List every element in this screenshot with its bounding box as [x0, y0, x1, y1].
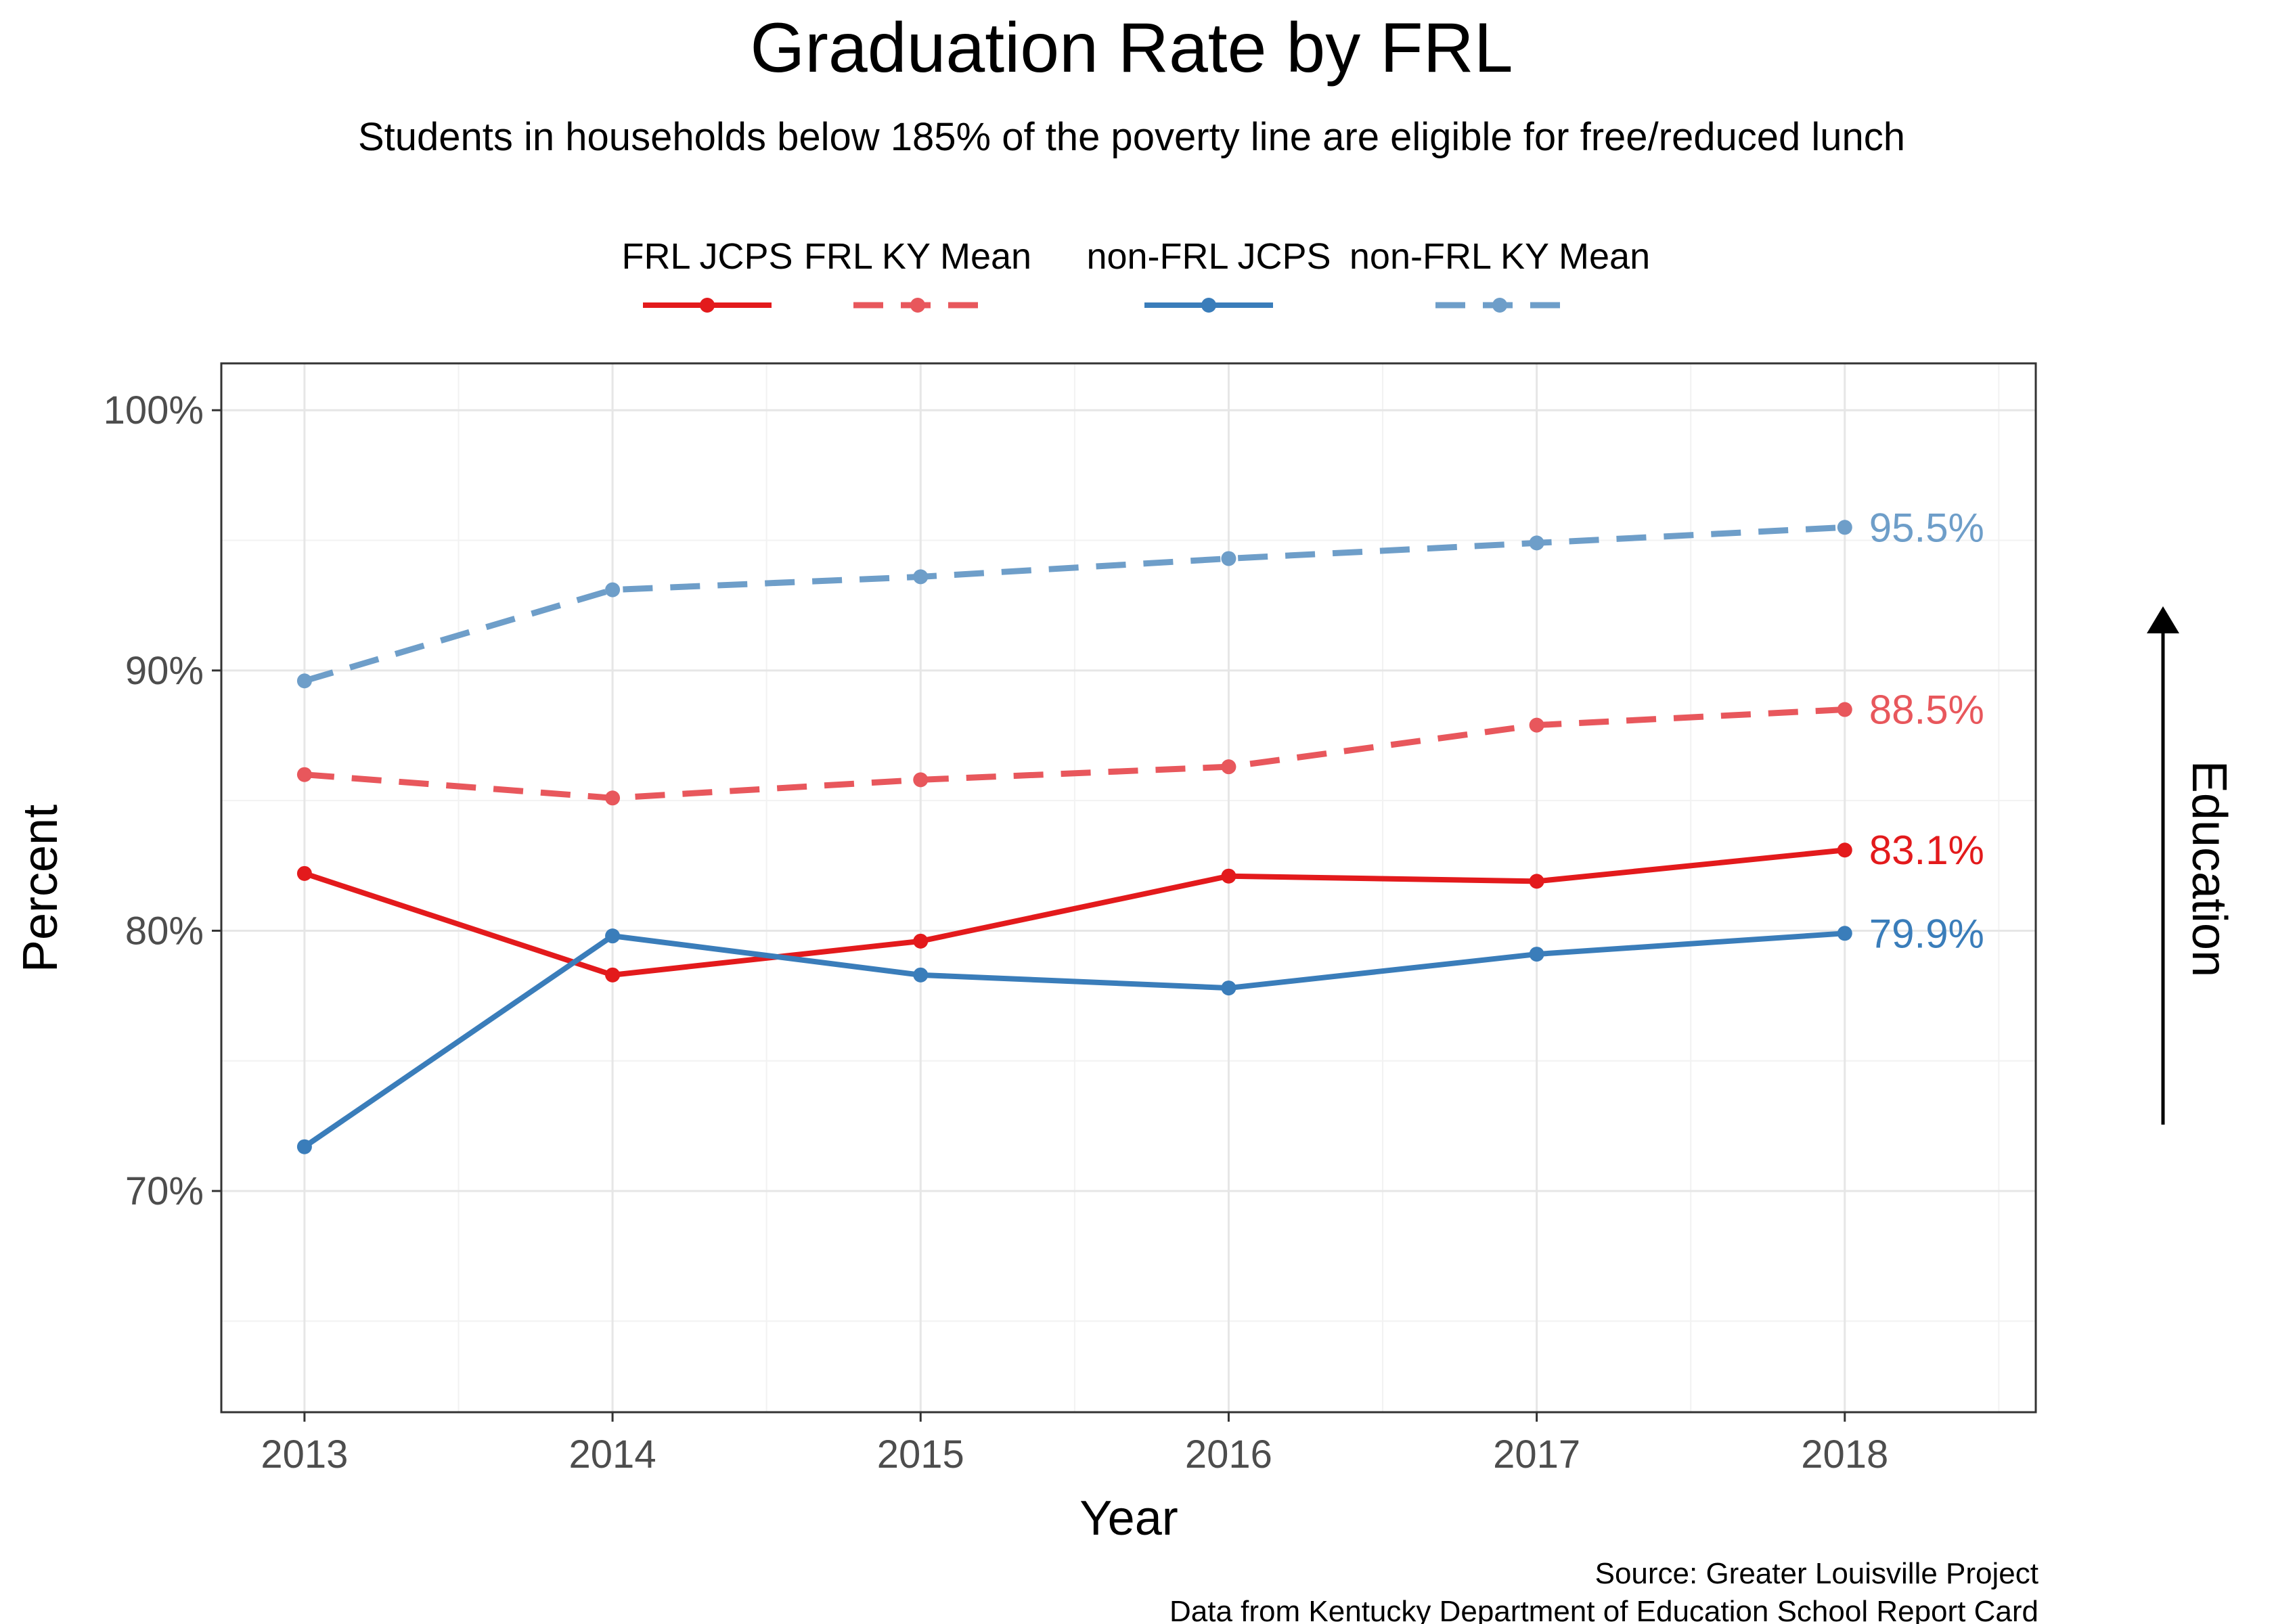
data-point-non-frl-jcps	[1837, 926, 1852, 941]
y-tick-label: 70%	[125, 1169, 204, 1213]
x-tick-label: 2014	[569, 1433, 656, 1476]
data-point-frl-ky-mean	[296, 767, 312, 782]
data-point-non-frl-jcps	[1221, 980, 1236, 996]
data-point-frl-ky-mean	[605, 790, 621, 806]
series-frl-ky-mean	[296, 702, 1852, 806]
legend-key-point	[910, 298, 925, 313]
legend-label: FRL KY Mean	[804, 236, 1031, 277]
data-point-frl-jcps	[296, 865, 312, 881]
series-line-frl-jcps	[303, 847, 1846, 978]
end-label-non-frl-jcps: 79.9%	[1869, 911, 1984, 956]
y-tick-label: 90%	[125, 649, 204, 693]
side-label: Education	[2182, 761, 2236, 977]
legend-key-point	[1201, 298, 1216, 313]
x-tick-label: 2018	[1801, 1433, 1888, 1476]
x-tick-label: 2017	[1493, 1433, 1580, 1476]
series-line-non-frl-jcps	[303, 930, 1846, 1149]
series-non-frl-jcps	[296, 926, 1852, 1154]
x-tick-label: 2013	[261, 1433, 348, 1476]
y-tick-label: 100%	[104, 388, 204, 432]
legend-item-non-frl-ky-mean: non-FRL KY Mean	[1350, 236, 1650, 313]
chart-title: Graduation Rate by FRL	[750, 9, 1513, 87]
data-point-frl-ky-mean	[1529, 717, 1544, 733]
y-axis-title: Percent	[14, 805, 68, 972]
data-point-frl-jcps	[1221, 868, 1236, 884]
x-tick-label: 2016	[1185, 1433, 1272, 1476]
legend-key-point	[700, 298, 715, 313]
data-point-non-frl-ky-mean	[913, 569, 929, 585]
end-label-frl-ky-mean: 88.5%	[1869, 687, 1984, 733]
grid	[221, 363, 2036, 1412]
end-labels: 83.1% 88.5% 79.9% 95.5%	[1869, 505, 1984, 956]
arrow-head-icon	[2147, 606, 2179, 633]
data-point-non-frl-jcps	[605, 928, 621, 944]
data-point-frl-jcps	[1529, 874, 1544, 889]
axis-ticks: 70% 80% 90% 100% 2013 2014 2015 2016 2017 2018	[104, 388, 1889, 1476]
data-point-non-frl-ky-mean	[296, 673, 312, 689]
data-point-frl-jcps	[913, 933, 929, 949]
end-label-non-frl-ky-mean: 95.5%	[1869, 505, 1984, 550]
chart-subtitle: Students in households below 185% of the…	[358, 115, 1905, 159]
legend-label: non-FRL JCPS	[1086, 236, 1331, 277]
data-point-non-frl-ky-mean	[1529, 535, 1544, 551]
series-line-non-frl-ky-mean	[303, 524, 1846, 684]
education-annotation: Education	[2147, 606, 2236, 1125]
data-point-non-frl-jcps	[1529, 947, 1544, 962]
y-tick-label: 80%	[125, 909, 204, 953]
x-tick-label: 2015	[877, 1433, 964, 1476]
series-layer	[296, 520, 1852, 1154]
legend-label: FRL JCPS	[621, 236, 793, 277]
legend-label: non-FRL KY Mean	[1350, 236, 1650, 277]
legend: FRL JCPS FRL KY Mean non-FRL JCPS non-FRL K…	[621, 236, 1650, 313]
legend-item-frl-ky-mean: FRL KY Mean	[804, 236, 1031, 313]
series-non-frl-ky-mean	[296, 520, 1852, 689]
series-frl-jcps	[296, 842, 1852, 983]
data-point-frl-ky-mean	[913, 772, 929, 788]
x-axis-title: Year	[1079, 1491, 1178, 1546]
data-point-non-frl-jcps	[913, 967, 929, 983]
data-point-frl-ky-mean	[1221, 759, 1236, 775]
caption-data-source: Data from Kentucky Department of Educati…	[1169, 1595, 2038, 1624]
legend-item-non-frl-jcps: non-FRL JCPS	[1086, 236, 1331, 313]
data-point-non-frl-ky-mean	[1221, 551, 1236, 566]
data-point-frl-jcps	[605, 967, 621, 983]
caption-source: Source: Greater Louisville Project	[1595, 1557, 2038, 1590]
legend-key-point	[1492, 298, 1507, 313]
data-point-frl-jcps	[1837, 842, 1852, 858]
data-point-non-frl-ky-mean	[605, 582, 621, 597]
legend-item-frl-jcps: FRL JCPS	[621, 236, 793, 313]
series-line-frl-ky-mean	[304, 706, 1846, 801]
end-label-frl-jcps: 83.1%	[1869, 828, 1984, 873]
data-point-non-frl-jcps	[296, 1139, 312, 1154]
plot-border	[220, 362, 2037, 1414]
data-point-non-frl-ky-mean	[1837, 520, 1852, 535]
data-point-frl-ky-mean	[1837, 702, 1852, 717]
